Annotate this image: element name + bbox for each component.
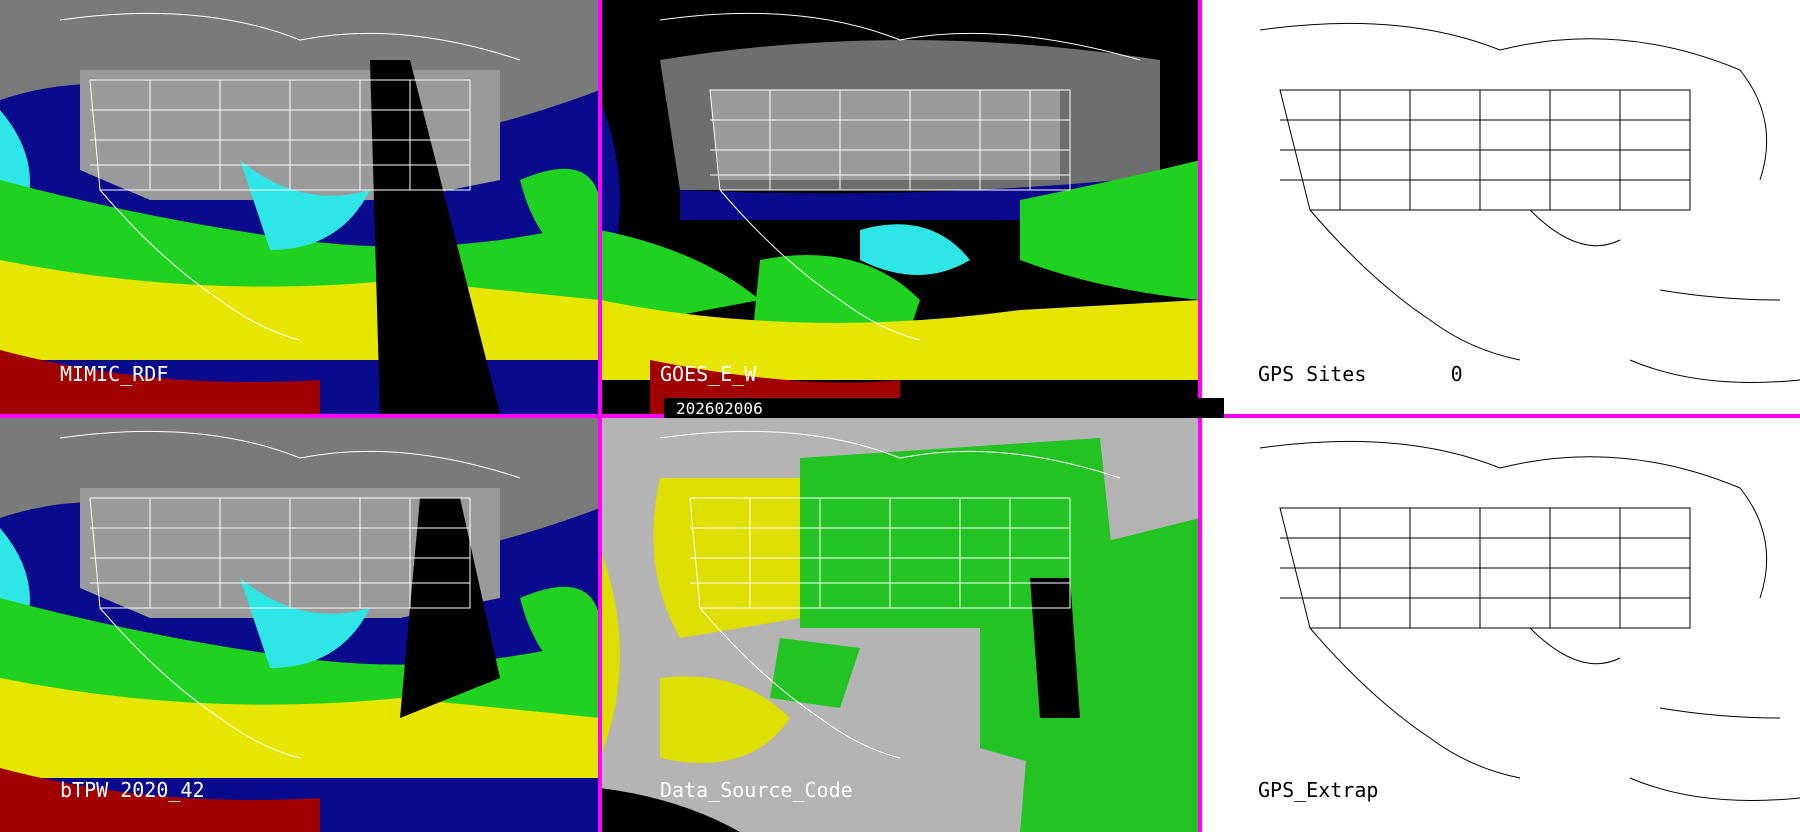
panel-label: MIMIC_RDF: [60, 362, 169, 386]
panel-label: GOES_E_W: [660, 362, 757, 386]
panel-label: Data_Source_Code: [660, 778, 853, 802]
panel-gps-sites: GPS Sites 0: [1200, 0, 1800, 414]
tpw-map-mimic: [0, 0, 600, 414]
panel-gps-extrap: GPS_Extrap: [1200, 418, 1800, 832]
divider-vertical-left: [598, 0, 602, 832]
panel-data-source-code: Data_Source_Code: [600, 418, 1200, 832]
panel-goes-e-w: GOES_E_W: [600, 0, 1200, 414]
source-code-map: [600, 418, 1200, 832]
panel-label: bTPW 2020_42: [60, 778, 205, 802]
timestamp-text: 202602006: [676, 399, 763, 418]
outline-map-gps-extrap: [1259, 440, 1800, 801]
panel-label: GPS_Extrap: [1258, 778, 1379, 802]
panel-label: GPS Sites 0: [1258, 362, 1463, 386]
timestamp-bar: 202602006: [664, 398, 1224, 418]
tpw-map-btpw: [0, 418, 600, 832]
goes-map: [600, 0, 1200, 414]
panel-btpw: bTPW 2020_42: [0, 418, 600, 832]
outline-map-gps-sites: [1259, 22, 1800, 383]
panel-mimic-rdf: MIMIC_RDF: [0, 0, 600, 414]
